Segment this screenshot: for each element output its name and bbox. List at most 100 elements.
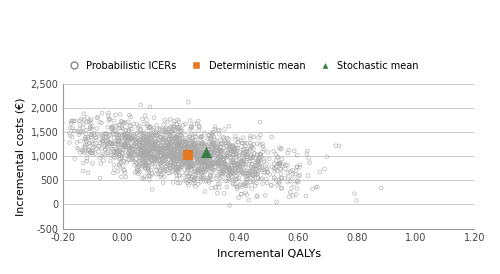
- Point: [182, 154, 190, 158]
- Point: [154, 150, 162, 155]
- Point: [143, 145, 151, 150]
- Point: [208, 161, 216, 165]
- Point: [296, 162, 304, 167]
- Point: [154, 155, 162, 160]
- Point: [119, 148, 127, 152]
- Point: [133, 131, 141, 136]
- Point: [114, 139, 122, 143]
- Point: [240, 183, 248, 187]
- Point: [186, 171, 194, 176]
- Point: [194, 168, 202, 172]
- Point: [138, 152, 145, 156]
- Point: [78, 126, 86, 130]
- Point: [118, 125, 126, 130]
- Point: [140, 153, 148, 158]
- Point: [188, 146, 196, 150]
- Point: [190, 143, 198, 148]
- Point: [242, 181, 250, 185]
- Point: [140, 145, 148, 150]
- Point: [158, 135, 166, 140]
- Point: [255, 156, 263, 161]
- Point: [250, 151, 258, 155]
- Point: [155, 137, 163, 142]
- Point: [152, 143, 160, 147]
- Point: [174, 153, 182, 157]
- Point: [142, 156, 150, 160]
- Legend: Probabilistic ICERs, Deterministic mean, Stochastic mean: Probabilistic ICERs, Deterministic mean,…: [60, 57, 422, 75]
- Point: [170, 150, 178, 155]
- Point: [85, 141, 93, 146]
- Point: [110, 149, 118, 153]
- Point: [169, 165, 177, 169]
- Point: [166, 164, 174, 169]
- Point: [218, 175, 226, 179]
- Point: [275, 162, 283, 166]
- Point: [238, 151, 246, 156]
- Point: [112, 147, 120, 151]
- Point: [156, 150, 164, 155]
- Point: [88, 148, 96, 152]
- Point: [174, 149, 182, 154]
- Point: [162, 152, 170, 156]
- Point: [108, 142, 116, 146]
- Point: [162, 125, 170, 130]
- Point: [198, 151, 205, 155]
- Point: [122, 175, 130, 179]
- Point: [110, 171, 118, 175]
- Point: [148, 159, 156, 164]
- Point: [151, 142, 159, 146]
- Point: [201, 166, 209, 171]
- Point: [116, 152, 124, 157]
- Point: [92, 147, 100, 151]
- Point: [114, 136, 122, 140]
- Point: [193, 161, 201, 166]
- Point: [72, 129, 80, 133]
- Point: [197, 164, 205, 169]
- Point: [126, 115, 134, 119]
- Point: [128, 151, 136, 155]
- Point: [192, 174, 200, 178]
- Point: [229, 149, 237, 153]
- Point: [182, 141, 190, 145]
- Point: [223, 136, 231, 140]
- Point: [235, 167, 243, 172]
- Point: [206, 174, 214, 179]
- Point: [228, 153, 236, 157]
- Point: [234, 171, 242, 176]
- Point: [80, 112, 88, 116]
- Point: [224, 173, 232, 177]
- Point: [143, 150, 151, 154]
- Point: [115, 133, 123, 137]
- Point: [183, 156, 191, 161]
- Point: [183, 145, 191, 149]
- Point: [224, 136, 232, 141]
- Point: [249, 155, 257, 159]
- Point: [80, 130, 88, 135]
- Point: [66, 131, 74, 135]
- Point: [68, 119, 76, 123]
- Point: [232, 151, 240, 156]
- Point: [102, 138, 110, 143]
- Point: [276, 161, 284, 165]
- Point: [185, 158, 193, 162]
- Point: [108, 127, 116, 131]
- Point: [238, 168, 246, 172]
- Point: [141, 113, 149, 118]
- Point: [174, 138, 182, 142]
- Point: [249, 172, 257, 176]
- Point: [202, 153, 210, 157]
- Point: [170, 128, 178, 132]
- Point: [254, 176, 262, 180]
- Point: [124, 134, 132, 139]
- Point: [122, 142, 130, 147]
- Point: [192, 151, 200, 156]
- Point: [154, 150, 162, 155]
- Point: [220, 146, 228, 150]
- Point: [172, 177, 180, 181]
- Point: [252, 195, 260, 199]
- Point: [216, 162, 224, 166]
- Point: [218, 141, 226, 146]
- Point: [212, 148, 220, 152]
- Point: [226, 170, 234, 174]
- Point: [154, 171, 162, 176]
